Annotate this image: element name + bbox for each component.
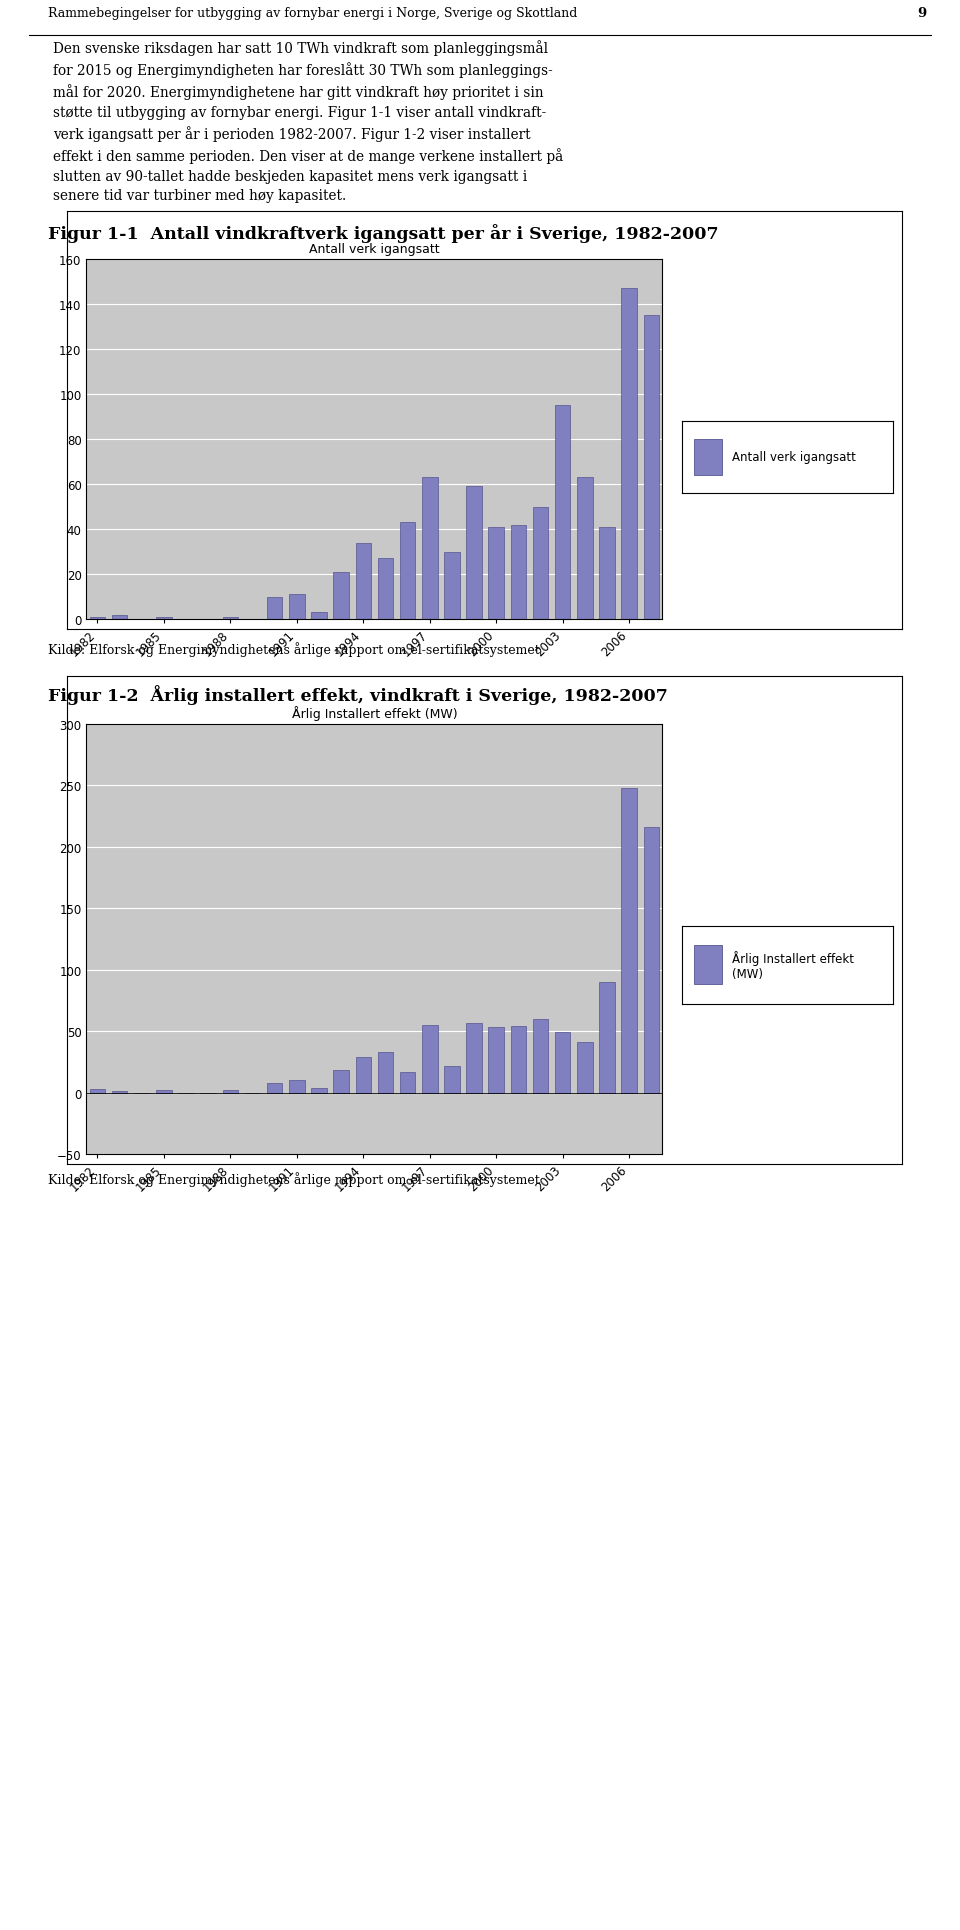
Bar xyxy=(377,1052,394,1092)
Bar xyxy=(511,1027,526,1092)
Text: Rammebegingelser for utbygging av fornybar energi i Norge, Sverige og Skottland: Rammebegingelser for utbygging av fornyb… xyxy=(48,8,577,19)
Bar xyxy=(289,1081,304,1092)
Bar xyxy=(112,616,128,620)
Bar xyxy=(400,523,416,620)
Bar xyxy=(555,405,570,620)
Bar xyxy=(355,542,372,620)
Text: 9: 9 xyxy=(917,8,926,19)
Bar xyxy=(694,440,722,477)
Bar xyxy=(489,527,504,620)
Title: Årlig Installert effekt (MW): Årlig Installert effekt (MW) xyxy=(292,706,457,720)
Bar xyxy=(621,290,636,620)
Bar xyxy=(311,1089,326,1092)
Bar xyxy=(467,1023,482,1092)
Bar xyxy=(489,1029,504,1092)
Text: Årlig Installert effekt
(MW): Årlig Installert effekt (MW) xyxy=(732,950,854,980)
Text: Figur 1-1  Antall vindkraftverk igangsatt per år i Sverige, 1982-2007: Figur 1-1 Antall vindkraftverk igangsatt… xyxy=(48,224,719,243)
Bar xyxy=(511,525,526,620)
Bar xyxy=(533,1019,548,1092)
Bar xyxy=(267,1083,282,1092)
Bar xyxy=(223,618,238,620)
Bar xyxy=(223,1090,238,1092)
Bar xyxy=(422,479,438,620)
Bar xyxy=(377,560,394,620)
Bar xyxy=(444,1065,460,1092)
Bar xyxy=(533,508,548,620)
Bar xyxy=(621,789,636,1092)
Bar xyxy=(555,1033,570,1092)
Text: Figur 1-2  Årlig installert effekt, vindkraft i Sverige, 1982-2007: Figur 1-2 Årlig installert effekt, vindk… xyxy=(48,685,668,704)
Bar xyxy=(267,596,282,620)
Bar xyxy=(289,594,304,620)
Bar xyxy=(355,1058,372,1092)
Bar xyxy=(643,828,660,1092)
Bar xyxy=(156,1090,172,1092)
Text: Den svenske riksdagen har satt 10 TWh vindkraft som planleggingsmål
for 2015 og : Den svenske riksdagen har satt 10 TWh vi… xyxy=(53,41,564,203)
Bar xyxy=(422,1025,438,1092)
Bar xyxy=(577,1042,592,1092)
Bar xyxy=(694,946,722,984)
Bar xyxy=(333,1071,348,1092)
Bar xyxy=(156,618,172,620)
Bar xyxy=(333,573,348,620)
Bar xyxy=(599,527,614,620)
Bar xyxy=(643,317,660,620)
Bar xyxy=(311,614,326,620)
Bar xyxy=(400,1073,416,1092)
Bar xyxy=(444,552,460,620)
Text: Antall verk igangsatt: Antall verk igangsatt xyxy=(732,452,856,465)
Bar xyxy=(467,486,482,620)
Text: Kilde: Elforsk og Energimyndighetens årlige rapport om el-sertifikatsystemet: Kilde: Elforsk og Energimyndighetens årl… xyxy=(48,643,540,656)
Bar xyxy=(577,479,592,620)
Bar xyxy=(89,1089,106,1092)
Title: Antall verk igangsatt: Antall verk igangsatt xyxy=(309,243,440,257)
Text: Kilde: Elforsk og Energimyndighetens årlige rapport om el-sertifikatsystemet: Kilde: Elforsk og Energimyndighetens årl… xyxy=(48,1172,540,1187)
Bar xyxy=(599,982,614,1092)
Bar xyxy=(89,618,106,620)
